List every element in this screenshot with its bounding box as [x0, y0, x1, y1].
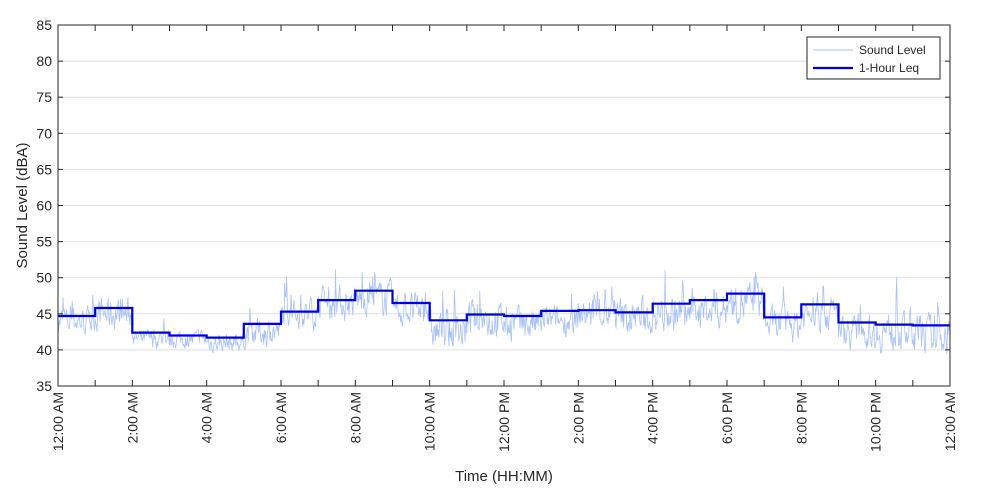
legend-label-sound-level: Sound Level: [859, 43, 926, 57]
x-tick-label: 10:00 AM: [422, 392, 438, 451]
x-tick-label: 2:00 PM: [570, 392, 586, 444]
x-tick-label: 6:00 AM: [273, 392, 289, 443]
leq-step-line: [58, 289, 950, 339]
y-tick-label: 40: [36, 342, 52, 358]
y-gridlines: [58, 60, 950, 351]
legend-box: [806, 36, 941, 80]
x-tick-label: 12:00 PM: [496, 392, 512, 452]
x-tick-label: 4:00 PM: [645, 392, 661, 444]
x-axis: 12:00 AM 2:00 AM 4:00 AM 6:00 AM 8:00 AM 10:0…: [50, 25, 958, 452]
sound-level-series: [57, 269, 950, 355]
y-tick-label: 70: [36, 125, 52, 141]
x-tick-label: 6:00 PM: [719, 392, 735, 444]
legend: Sound Level 1-Hour Leq: [806, 36, 941, 80]
y-tick-label: 80: [36, 53, 52, 69]
x-axis-title: Time (HH:MM): [455, 468, 553, 485]
y-tick-label: 65: [36, 161, 52, 177]
y-axis: 35 40 45 50 55 60 65 70 75 80 85: [36, 17, 950, 394]
x-tick-label: 12:00 AM: [50, 392, 66, 451]
sound-level-line: [57, 269, 950, 355]
y-tick-label: 50: [36, 270, 52, 286]
x-tick-label: 8:00 AM: [347, 392, 363, 443]
y-tick-label: 60: [36, 198, 52, 214]
y-tick-label: 75: [36, 89, 52, 105]
y-tick-label: 85: [36, 17, 52, 33]
x-tick-label: 2:00 AM: [124, 392, 140, 443]
legend-label-leq: 1-Hour Leq: [859, 61, 919, 75]
y-tick-label: 35: [36, 378, 52, 394]
y-tick-label: 55: [36, 234, 52, 250]
x-tick-label: 8:00 PM: [793, 392, 809, 444]
y-tick-label: 45: [36, 306, 52, 322]
x-tick-label: 12:00 AM: [942, 392, 958, 451]
leq-series: [58, 289, 950, 339]
x-tick-label: 10:00 PM: [868, 392, 884, 452]
y-axis-title: Sound Level (dBA): [14, 143, 31, 269]
x-tick-label: 4:00 AM: [199, 392, 215, 443]
